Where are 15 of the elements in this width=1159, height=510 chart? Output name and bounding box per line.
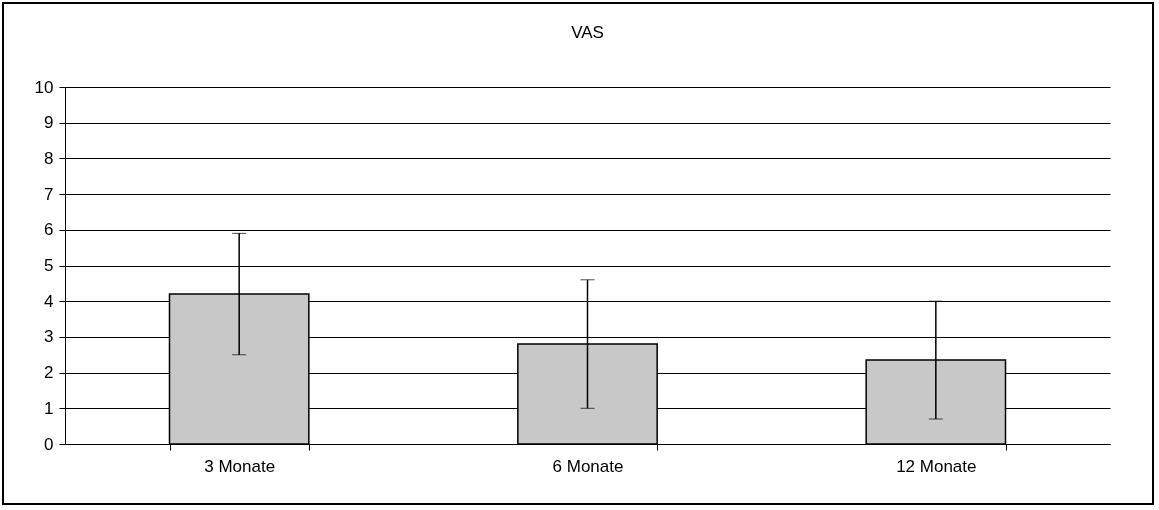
y-tick-label: 0 — [44, 434, 54, 454]
y-tick-label: 2 — [44, 363, 54, 383]
y-tick-label: 9 — [44, 113, 54, 133]
y-tick-label: 8 — [44, 148, 54, 168]
x-tick-label: 3 Monate — [204, 456, 276, 476]
x-tick-label: 12 Monate — [896, 456, 977, 476]
chart-title: VAS — [571, 23, 604, 42]
y-tick-label: 4 — [44, 291, 54, 311]
y-tick-label: 1 — [44, 398, 54, 418]
y-tick-label: 3 — [44, 327, 54, 347]
y-tick-label: 5 — [44, 256, 54, 275]
y-tick-label: 7 — [44, 184, 54, 204]
y-tick-label: 10 — [34, 77, 54, 97]
x-tick-label: 6 Monate — [552, 456, 624, 476]
y-tick-label: 6 — [44, 220, 54, 240]
